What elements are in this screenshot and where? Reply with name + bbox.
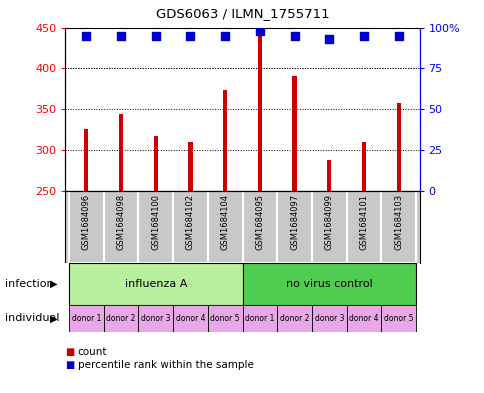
Point (82, 33, 90, 39)
Text: ■: ■ (65, 347, 75, 357)
Bar (138, 305, 173, 332)
Bar (346, 191, 380, 263)
Text: GDS6063 / ILMN_1755711: GDS6063 / ILMN_1755711 (155, 7, 329, 20)
Point (359, 33, 367, 39)
Bar (223, 90, 227, 191)
Bar (188, 141, 192, 191)
Bar (327, 160, 331, 191)
Text: donor 2: donor 2 (279, 314, 309, 323)
Bar (84, 129, 88, 191)
Bar (380, 191, 415, 263)
Text: GSM1684100: GSM1684100 (151, 194, 160, 250)
Bar (173, 191, 207, 263)
Text: ▶: ▶ (49, 313, 57, 323)
Bar (380, 305, 415, 332)
Point (117, 33, 125, 39)
Text: percentile rank within the sample: percentile rank within the sample (77, 360, 253, 371)
Bar (242, 191, 277, 263)
Bar (242, 263, 415, 305)
Text: GSM1684097: GSM1684097 (289, 194, 299, 250)
Bar (207, 305, 242, 332)
Text: donor 1: donor 1 (72, 314, 101, 323)
Bar (396, 103, 400, 191)
Text: GSM1684096: GSM1684096 (82, 194, 91, 250)
Bar (69, 263, 242, 305)
Point (256, 28, 263, 34)
Text: infection: infection (5, 279, 53, 289)
Point (290, 33, 298, 39)
Text: donor 1: donor 1 (245, 314, 274, 323)
Text: donor 5: donor 5 (210, 314, 240, 323)
Text: GSM1684103: GSM1684103 (393, 194, 402, 250)
Bar (346, 305, 380, 332)
Bar (119, 114, 123, 191)
Text: donor 3: donor 3 (314, 314, 343, 323)
Bar (242, 305, 277, 332)
Text: donor 4: donor 4 (175, 314, 205, 323)
Bar (207, 191, 242, 263)
Bar (104, 191, 138, 263)
Text: GSM1684099: GSM1684099 (324, 194, 333, 250)
Text: ▶: ▶ (49, 279, 57, 289)
Bar (257, 30, 261, 191)
Text: GSM1684104: GSM1684104 (220, 194, 229, 250)
Bar (138, 191, 173, 263)
Bar (173, 305, 207, 332)
Point (394, 33, 402, 39)
Bar (277, 305, 311, 332)
Bar (361, 141, 365, 191)
Point (151, 33, 159, 39)
Bar (104, 305, 138, 332)
Bar (311, 305, 346, 332)
Bar (277, 191, 311, 263)
Point (186, 33, 194, 39)
Text: influenza A: influenza A (124, 279, 186, 289)
Text: GSM1684101: GSM1684101 (359, 194, 368, 250)
Bar (153, 136, 157, 191)
Text: donor 5: donor 5 (383, 314, 412, 323)
Text: donor 3: donor 3 (141, 314, 170, 323)
Bar (69, 191, 104, 263)
Bar (311, 191, 346, 263)
Text: no virus control: no virus control (285, 279, 372, 289)
Bar (292, 76, 296, 191)
Text: GSM1684102: GSM1684102 (185, 194, 195, 250)
Point (325, 36, 333, 42)
Text: donor 4: donor 4 (348, 314, 378, 323)
Text: count: count (77, 347, 107, 357)
Text: donor 2: donor 2 (106, 314, 136, 323)
Text: GSM1684095: GSM1684095 (255, 194, 264, 250)
Point (221, 33, 228, 39)
Text: GSM1684098: GSM1684098 (116, 194, 125, 250)
Text: ■: ■ (65, 360, 75, 371)
Bar (69, 305, 104, 332)
Text: individual: individual (5, 313, 59, 323)
